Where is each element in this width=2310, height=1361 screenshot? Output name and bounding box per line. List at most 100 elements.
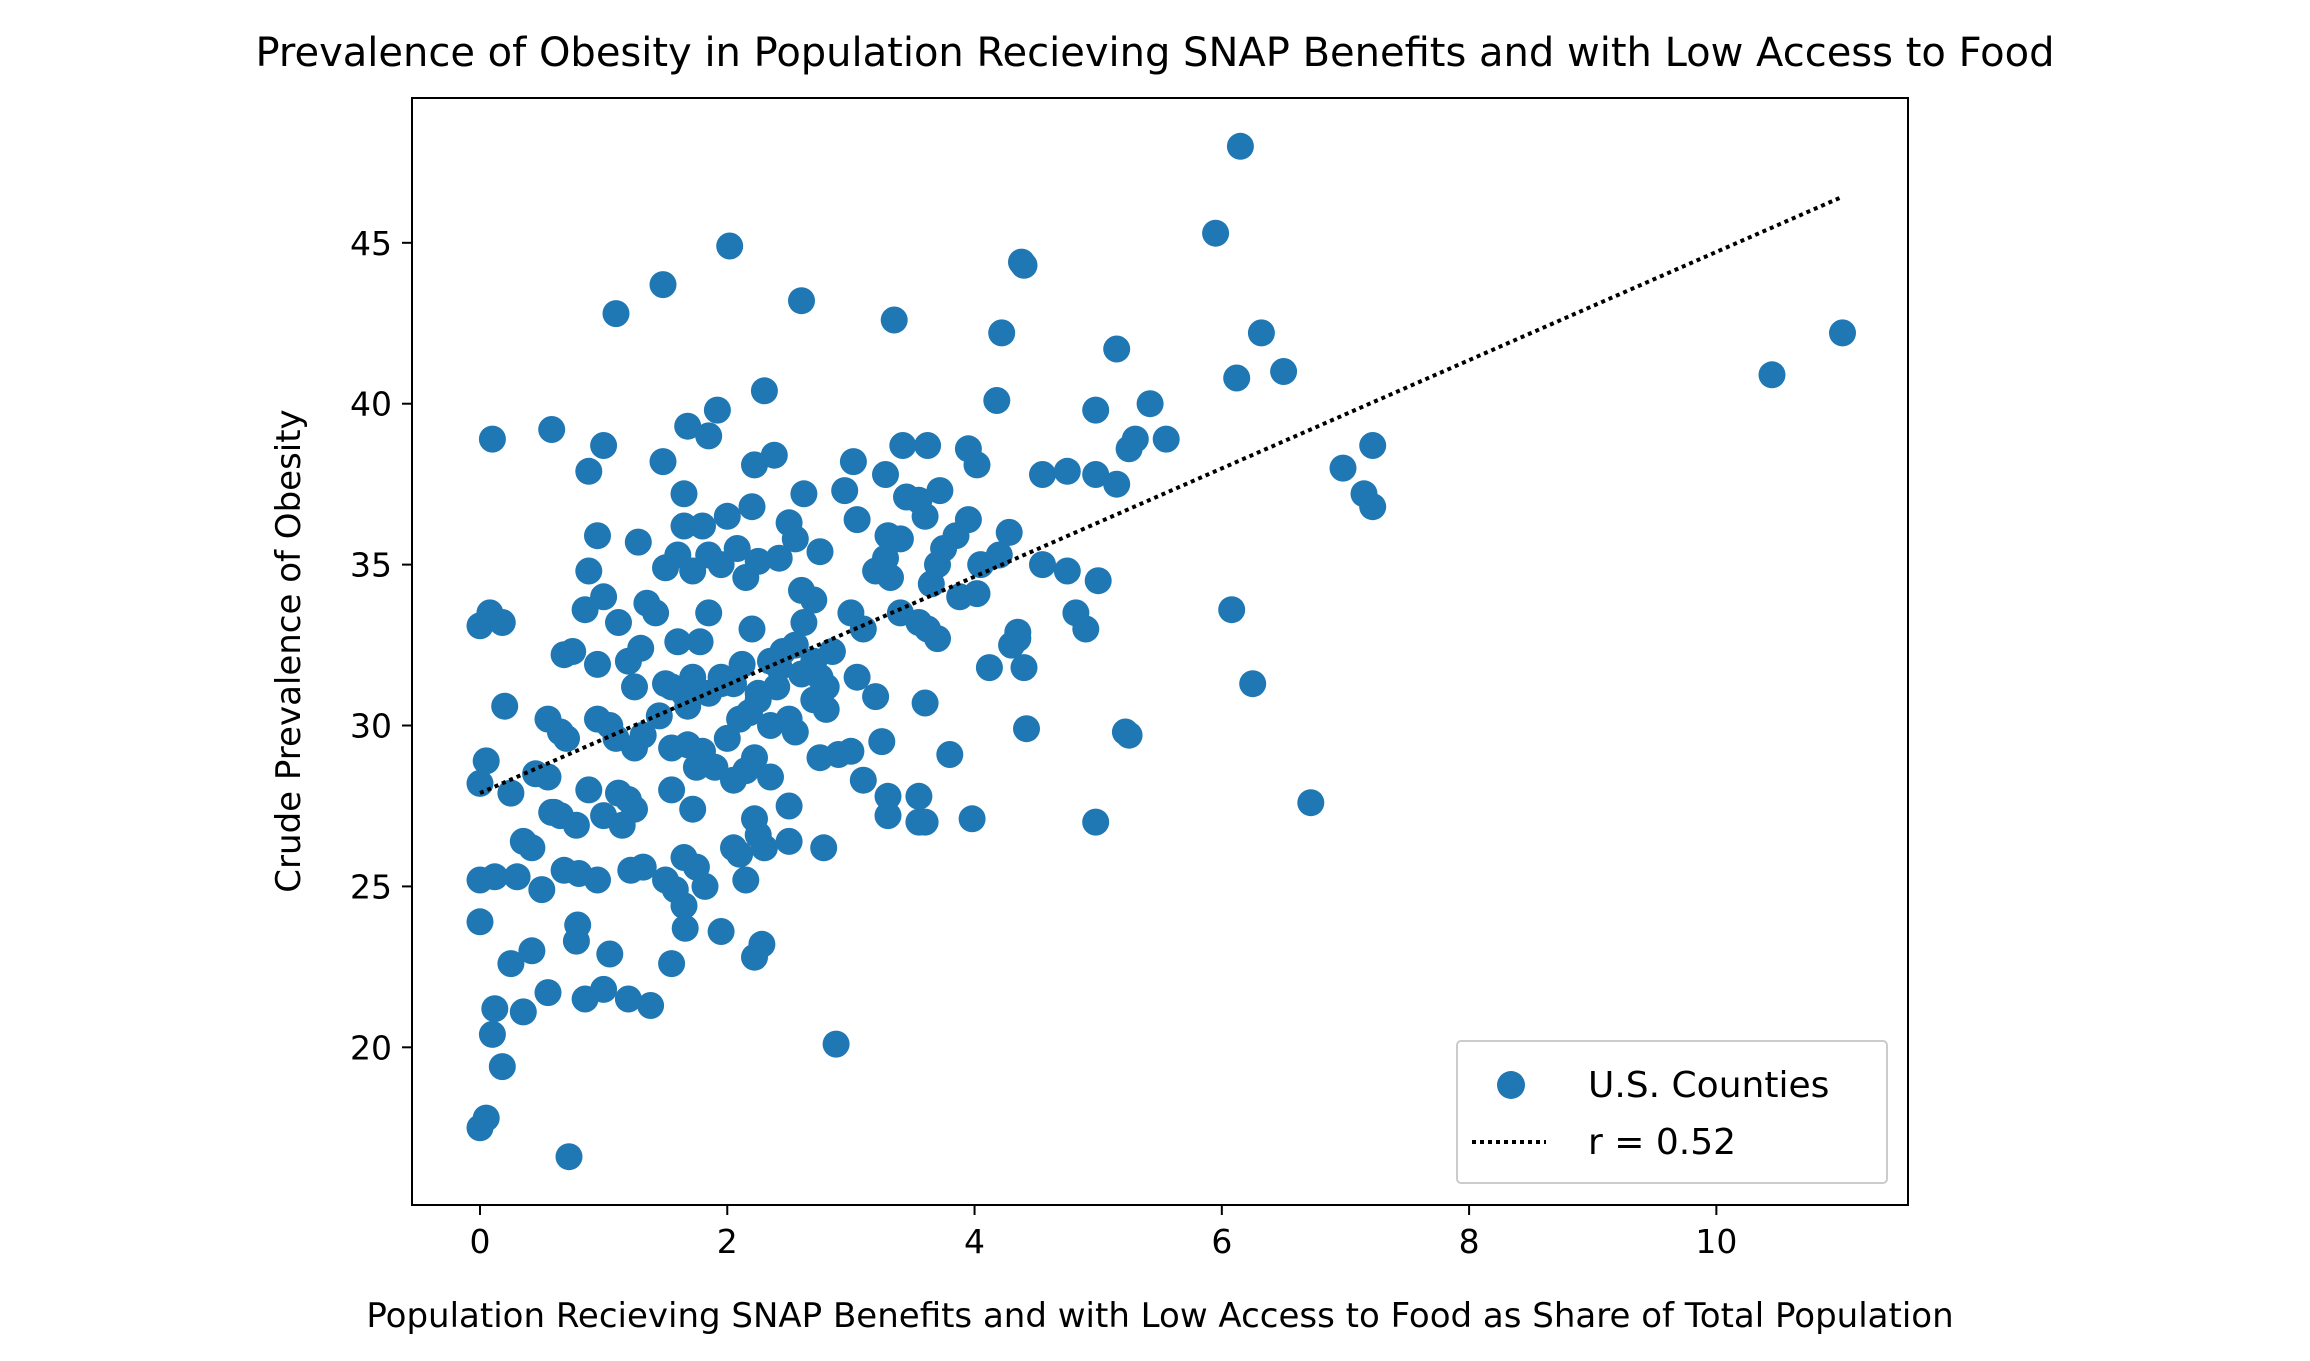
scatter-point	[886, 525, 914, 553]
scatter-point	[649, 271, 677, 299]
scatter-point	[689, 512, 716, 540]
scatter-point	[478, 1020, 506, 1048]
scatter-point	[732, 866, 760, 894]
scatter-point	[723, 535, 751, 562]
scatter-point	[478, 425, 506, 453]
scatter-point	[584, 650, 611, 678]
scatter-point	[509, 998, 537, 1026]
scatter-point	[926, 477, 954, 505]
scatter-point	[1247, 319, 1275, 347]
y-tick-label: 40	[350, 385, 392, 424]
scatter-point	[744, 547, 772, 575]
scatter-point	[713, 502, 741, 530]
scatter-point	[629, 721, 657, 749]
scatter-point	[1082, 396, 1110, 424]
scatter-point	[670, 480, 698, 508]
scatter-point	[713, 724, 741, 752]
scatter-point	[1223, 364, 1251, 392]
scatter-point	[658, 950, 686, 978]
x-tick-label: 2	[717, 1222, 738, 1261]
y-axis-label: Crude Prevalence of Obesity	[269, 409, 309, 892]
scatter-points	[466, 132, 1856, 1171]
legend: U.S. Counties r = 0.52	[1456, 1040, 1888, 1184]
scatter-point	[671, 914, 699, 942]
scatter-point	[534, 763, 562, 791]
scatter-point	[738, 493, 766, 521]
scatter-point	[664, 628, 692, 656]
scatter-point	[738, 615, 766, 643]
scatter-point	[674, 412, 702, 440]
scatter-point	[584, 522, 611, 550]
scatter-point	[790, 609, 818, 636]
scatter-point	[1270, 358, 1298, 385]
scatter-point	[1004, 618, 1032, 646]
scatter-point	[800, 586, 828, 614]
scatter-point	[880, 306, 908, 334]
scatter-point	[963, 580, 991, 608]
scatter-point	[831, 477, 859, 505]
scatter-point	[466, 769, 494, 797]
scatter-point	[760, 441, 788, 469]
scatter-point	[1121, 425, 1149, 453]
scatter-point	[703, 396, 731, 424]
y-tick-label: 30	[350, 707, 392, 746]
scatter-point	[781, 718, 809, 746]
scatter-point	[936, 741, 964, 768]
scatter-point	[806, 538, 834, 566]
scatter-point	[983, 387, 1011, 414]
y-tick-label: 20	[350, 1028, 392, 1067]
x-tick-label: 6	[1211, 1222, 1232, 1261]
scatter-point	[1082, 808, 1110, 836]
scatter-point	[790, 480, 818, 508]
scatter-point	[564, 911, 592, 939]
scatter-point	[924, 625, 951, 653]
scatter-point	[590, 432, 618, 459]
scatter-point	[818, 638, 846, 665]
scatter-point	[575, 457, 603, 485]
scatter-point	[1152, 425, 1180, 453]
scatter-point	[788, 287, 815, 315]
scatter-point	[963, 451, 991, 479]
scatter-point	[975, 654, 1003, 682]
scatter-point	[642, 599, 670, 627]
scatter-point	[914, 432, 942, 459]
scatter-point	[695, 599, 723, 627]
y-tick-label: 35	[350, 546, 392, 585]
scatter-point	[911, 808, 939, 836]
scatter-point	[518, 937, 546, 965]
scatter-point	[497, 779, 525, 807]
scatter-point	[691, 872, 719, 900]
scatter-point	[843, 506, 871, 534]
scatter-point	[1758, 361, 1786, 389]
scatter-point	[806, 663, 834, 691]
scatter-point	[822, 1030, 850, 1058]
scatter-point	[627, 634, 655, 662]
scatter-point	[877, 564, 904, 591]
scatter-point	[575, 776, 603, 804]
scatter-point	[954, 506, 982, 534]
scatter-point	[481, 995, 509, 1023]
scatter-point	[985, 541, 1013, 569]
scatter-point	[1010, 251, 1038, 279]
scatter-point	[584, 866, 611, 894]
scatter-point	[1329, 454, 1357, 482]
scatter-point	[849, 766, 877, 794]
scatter-point	[1829, 319, 1856, 347]
scatter-point	[1103, 335, 1131, 363]
scatter-point	[707, 918, 735, 945]
scatter-point	[765, 544, 793, 572]
scatter-point	[534, 979, 562, 1007]
scatter-point	[1053, 457, 1081, 485]
scatter-point	[958, 805, 986, 833]
scatter-point	[472, 747, 500, 775]
scatter-point	[748, 930, 776, 958]
scatter-point	[1136, 390, 1164, 418]
plot-area-frame	[411, 97, 1909, 1206]
x-tick-label: 8	[1459, 1222, 1480, 1261]
legend-label-regression: r = 0.52	[1588, 1122, 1736, 1163]
scatter-point	[868, 728, 896, 756]
scatter-point	[812, 695, 840, 723]
scatter-point	[763, 673, 791, 701]
scatter-point	[726, 840, 754, 868]
scatter-point	[649, 448, 677, 476]
